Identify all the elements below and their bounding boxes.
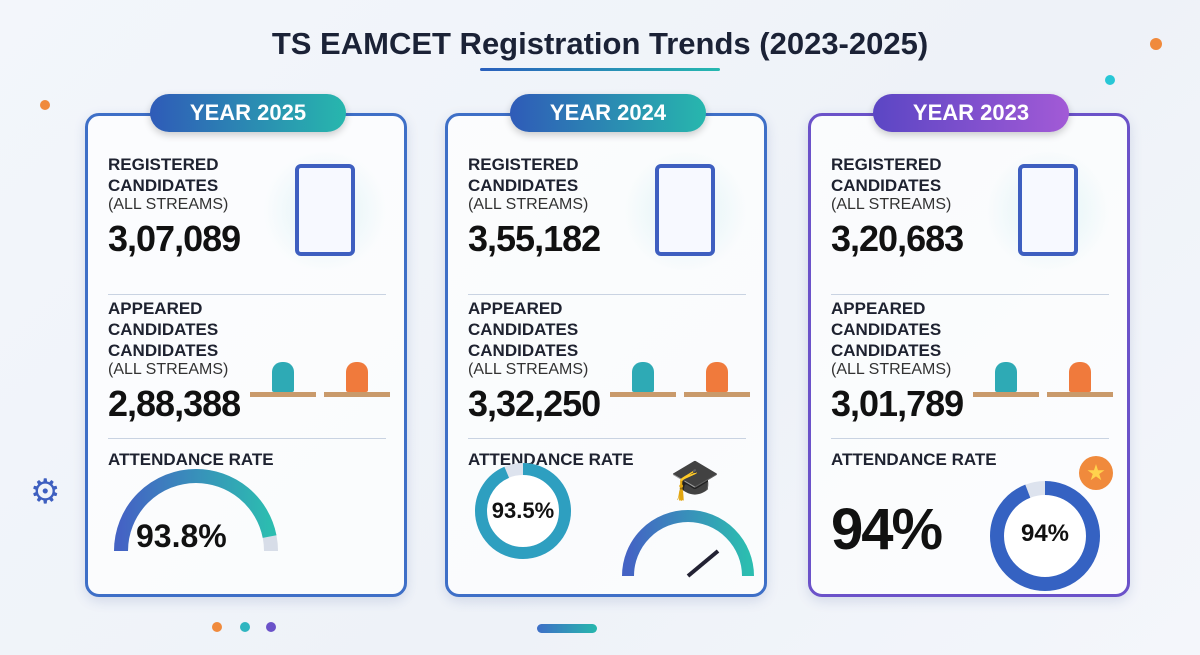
registered-label: REGISTERED CANDIDATES <box>468 155 579 195</box>
divider <box>468 438 746 439</box>
exam-hall-illustration <box>250 344 390 426</box>
attendance-value: 93.8% <box>136 518 227 554</box>
year-pill: YEAR 2024 <box>510 94 706 132</box>
divider <box>108 438 386 439</box>
attendance-ring-value: 94% <box>1020 520 1070 547</box>
registered-value: 3,55,182 <box>468 218 601 259</box>
registration-illustration <box>983 152 1113 270</box>
appeared-value: 2,88,388 <box>108 383 241 424</box>
decor-dot <box>40 100 50 110</box>
attendance-value: 93.5% <box>491 498 555 523</box>
appeared-label: APPEARED CANDIDATES CANDIDATES <box>108 299 219 360</box>
star-badge-icon: ★ <box>1079 456 1113 490</box>
year-card-2024: YEAR 2024 REGISTERED CANDIDATES (ALL STR… <box>445 94 767 597</box>
attendance-label: ATTENDANCE RATE <box>468 450 634 469</box>
appeared-value: 3,01,789 <box>831 383 964 424</box>
title-underline <box>480 68 720 71</box>
decor-dot <box>266 622 276 632</box>
attendance-ring <box>990 481 1100 591</box>
registered-sub: (ALL STREAMS) <box>468 196 589 213</box>
attendance-ring <box>475 463 571 559</box>
registration-illustration <box>620 152 750 270</box>
divider <box>831 438 1109 439</box>
appeared-sub: (ALL STREAMS) <box>468 361 589 378</box>
page-title: TS EAMCET Registration Trends (2023-2025… <box>271 26 929 61</box>
decor-dot <box>240 622 250 632</box>
attendance-gauge <box>114 469 278 552</box>
appeared-label: APPEARED CANDIDATES CANDIDATES <box>831 299 942 360</box>
decor-dot <box>1105 75 1115 85</box>
attendance-value: 94% <box>831 497 943 562</box>
attendance-label: ATTENDANCE RATE <box>831 450 997 469</box>
appeared-sub: (ALL STREAMS) <box>831 361 952 378</box>
registration-illustration <box>260 152 390 270</box>
decor-bar <box>537 624 597 633</box>
year-pill: YEAR 2023 <box>873 94 1069 132</box>
registered-label: REGISTERED CANDIDATES <box>108 155 219 195</box>
divider <box>468 294 746 295</box>
exam-hall-illustration <box>610 344 750 426</box>
gear-icon: ⚙ <box>30 473 61 511</box>
exam-hall-illustration <box>973 344 1113 426</box>
year-pill: YEAR 2025 <box>150 94 346 132</box>
speedometer-icon <box>622 510 754 578</box>
divider <box>108 294 386 295</box>
appeared-value: 3,32,250 <box>468 383 601 424</box>
registered-label: REGISTERED CANDIDATES <box>831 155 942 195</box>
registered-sub: (ALL STREAMS) <box>831 196 952 213</box>
registered-sub: (ALL STREAMS) <box>108 196 229 213</box>
attendance-label: ATTENDANCE RATE <box>108 450 274 469</box>
decor-dot <box>1150 38 1162 50</box>
registered-value: 3,20,683 <box>831 218 964 259</box>
appeared-sub: (ALL STREAMS) <box>108 361 229 378</box>
registered-value: 3,07,089 <box>108 218 241 259</box>
year-card-2025: YEAR 2025 REGISTERED CANDIDATES (ALL STR… <box>85 94 407 597</box>
decor-dot <box>212 622 222 632</box>
year-card-2023: YEAR 2023 REGISTERED CANDIDATES (ALL STR… <box>808 94 1130 597</box>
appeared-label: APPEARED CANDIDATES CANDIDATES <box>468 299 579 360</box>
graduation-cap-icon: 🎓 <box>670 458 720 502</box>
divider <box>831 294 1109 295</box>
